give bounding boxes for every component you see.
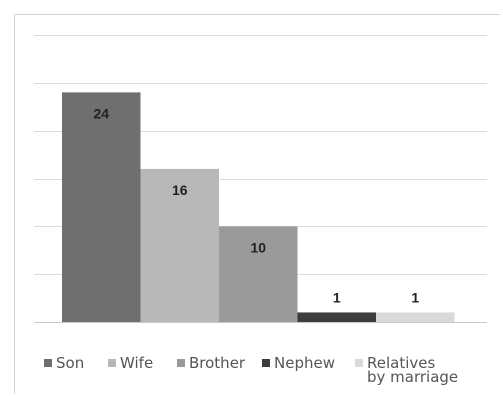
legend-item-wife: Wife [108, 354, 154, 372]
bar-2 [219, 226, 298, 322]
legend-swatch-son [44, 359, 52, 367]
data-label-0: 24 [93, 105, 109, 121]
legend-item-son: Son [44, 354, 85, 372]
bar-1 [140, 168, 219, 322]
legend-item-nephew: Nephew [262, 354, 335, 372]
legend-item-relatives-by-marriage: Relatives by marriage [355, 354, 459, 386]
data-label-4: 1 [411, 289, 419, 305]
bar-0 [62, 92, 141, 323]
legend-item-brother: Brother [177, 354, 246, 372]
legend-label-relatives-by-marriage: Relatives by marriage [367, 354, 459, 386]
legend-label-son: Son [56, 354, 85, 372]
legend-label-nephew: Nephew [274, 354, 335, 372]
data-label-1: 16 [172, 182, 188, 198]
data-label-3: 1 [333, 289, 341, 305]
bar-3 [297, 312, 376, 322]
data-label-2: 10 [250, 239, 266, 255]
legend-label-brother: Brother [189, 354, 246, 372]
legend-swatch-relatives-by-marriage [355, 359, 363, 367]
legend-label-wife: Wife [120, 354, 154, 372]
bar-4 [376, 312, 455, 322]
chart-legend: Son Wife Brother Nephew Relatives by mar… [44, 350, 503, 396]
legend-swatch-brother [177, 359, 185, 367]
legend-swatch-wife [108, 359, 116, 367]
legend-swatch-nephew [262, 359, 270, 367]
